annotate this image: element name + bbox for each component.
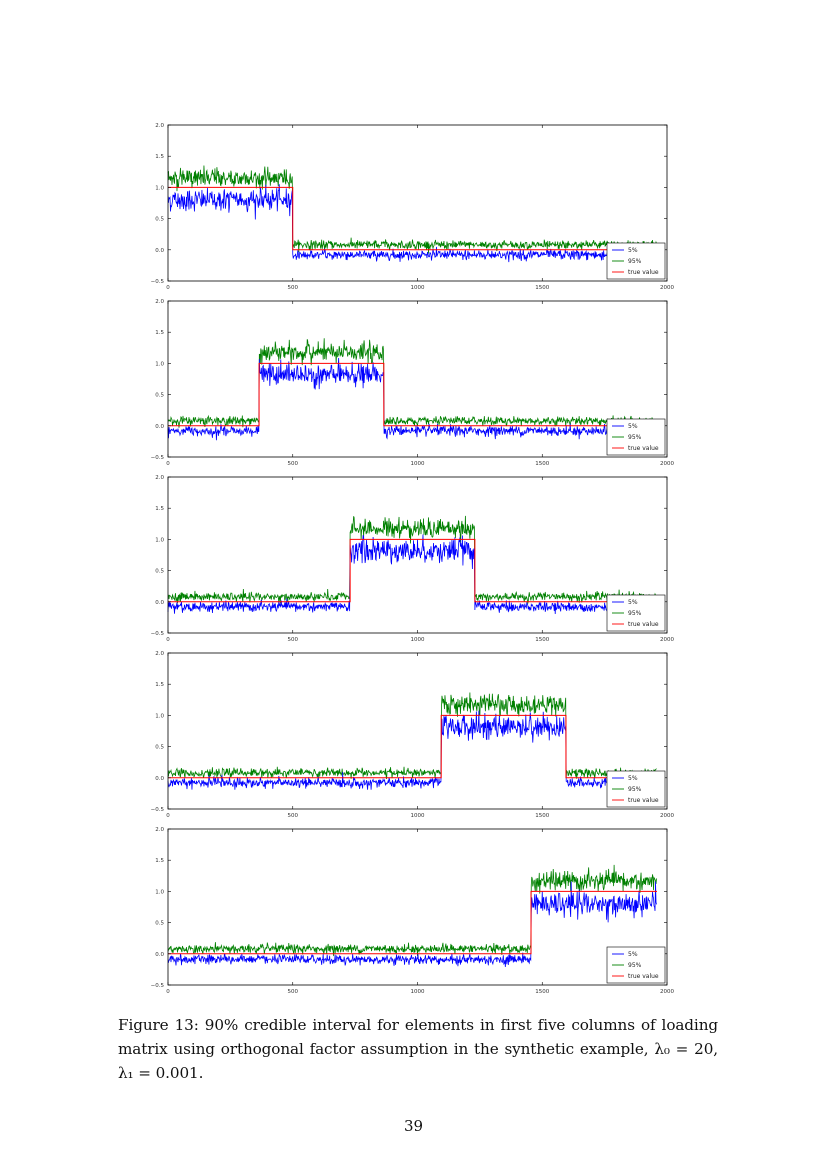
chart-panel-3: 0 500 1000 1500 2000 −0.5 0.0 0.5 1.0 1.5 2.0 5% 95%…: [151, 475, 675, 643]
y-tick-label: −0.5: [151, 807, 165, 813]
x-tick-label: 2000: [660, 637, 674, 643]
page-number: 39: [403, 1117, 424, 1135]
x-tick-label: 0: [166, 989, 170, 995]
series-95-line: [167, 515, 657, 604]
y-tick-label: 2.0: [155, 123, 164, 129]
x-tick-label: 500: [288, 637, 299, 643]
series-95-line: [167, 338, 657, 428]
series-5-line: [167, 710, 657, 790]
y-tick-label: 1.0: [155, 185, 164, 191]
y-tick-label: −0.5: [151, 983, 165, 989]
y-tick-label: 1.0: [155, 889, 164, 895]
legend-label: true value: [628, 973, 659, 980]
y-tick-label: 0.5: [155, 393, 164, 399]
x-tick-label: 1000: [411, 285, 425, 291]
y-tick-label: 2.0: [155, 827, 164, 833]
legend-label: 5%: [628, 599, 638, 606]
y-tick-label: −0.5: [151, 455, 165, 461]
figure-13: 0 500 1000 1500 2000 −0.5 0.0 0.5 1.0 1.5 2.0 5% 95%…: [151, 123, 675, 995]
x-tick-label: 2000: [660, 989, 674, 995]
true-value-line: [168, 538, 658, 603]
legend-label: true value: [628, 269, 659, 276]
legend-label: 95%: [628, 962, 642, 969]
x-tick-label: 1500: [535, 989, 549, 995]
chart-panel-2: 0 500 1000 1500 2000 −0.5 0.0 0.5 1.0 1.5 2.0 5% 95%…: [151, 299, 675, 467]
x-tick-label: 0: [166, 637, 170, 643]
series-5-line: [167, 534, 657, 614]
x-tick-label: 500: [288, 285, 299, 291]
x-tick-label: 1500: [535, 461, 549, 467]
series-5-line: [167, 184, 657, 263]
x-tick-label: 1500: [535, 813, 549, 819]
chart-panel-5: 0 500 1000 1500 2000 −0.5 0.0 0.5 1.0 1.5 2.0 5% 95%…: [151, 827, 675, 995]
x-tick-label: 2000: [660, 285, 674, 291]
y-tick-label: 1.5: [155, 682, 164, 688]
legend-label: true value: [628, 797, 659, 804]
y-tick-label: 0.0: [155, 424, 164, 430]
legend-label: 95%: [628, 786, 642, 793]
legend-label: 95%: [628, 258, 642, 265]
y-tick-label: 0.5: [155, 745, 164, 751]
y-tick-label: 1.5: [155, 330, 164, 336]
y-tick-label: −0.5: [151, 631, 165, 637]
y-tick-label: 0.0: [155, 952, 164, 958]
x-tick-label: 2000: [660, 461, 674, 467]
legend-label: 5%: [628, 247, 638, 254]
x-tick-label: 1000: [411, 637, 425, 643]
y-tick-label: 1.0: [155, 537, 164, 543]
true-value-line: [168, 714, 658, 779]
legend-label: 95%: [628, 610, 642, 617]
y-tick-label: 2.0: [155, 475, 164, 481]
legend: 5% 95% true value: [606, 770, 666, 808]
y-tick-label: 2.0: [155, 651, 164, 657]
legend-label: 5%: [628, 775, 638, 782]
x-tick-label: 1000: [411, 461, 425, 467]
y-tick-label: 2.0: [155, 299, 164, 305]
true-value-line: [168, 186, 658, 251]
y-tick-label: 0.5: [155, 217, 164, 223]
y-tick-label: 1.5: [155, 154, 164, 160]
legend: 5% 95% true value: [606, 242, 666, 280]
y-tick-label: −0.5: [151, 279, 165, 285]
y-tick-label: 1.5: [155, 506, 164, 512]
y-tick-label: 1.5: [155, 858, 164, 864]
axes-frame: [167, 124, 668, 282]
legend-label: true value: [628, 445, 659, 452]
chart-panel-4: 0 500 1000 1500 2000 −0.5 0.0 0.5 1.0 1.5 2.0 5% 95%…: [151, 651, 675, 819]
true-value-line: [168, 890, 658, 955]
chart-panel-1: 0 500 1000 1500 2000 −0.5 0.0 0.5 1.0 1.5 2.0 5% 95%…: [151, 123, 675, 291]
x-tick-label: 0: [166, 285, 170, 291]
x-tick-label: 500: [288, 813, 299, 819]
y-tick-label: 0.0: [155, 776, 164, 782]
legend: 5% 95% true value: [606, 418, 666, 456]
legend: 5% 95% true value: [606, 946, 666, 984]
y-tick-label: 0.0: [155, 248, 164, 254]
series-5-line: [167, 357, 657, 441]
x-tick-label: 500: [288, 989, 299, 995]
x-tick-label: 0: [166, 813, 170, 819]
series-95-line: [167, 692, 657, 780]
legend-label: 5%: [628, 951, 638, 958]
y-tick-label: 1.0: [155, 361, 164, 367]
y-tick-label: 1.0: [155, 713, 164, 719]
x-tick-label: 1000: [411, 989, 425, 995]
y-tick-label: 0.5: [155, 921, 164, 927]
x-tick-label: 2000: [660, 813, 674, 819]
legend-label: 95%: [628, 434, 642, 441]
x-tick-label: 1000: [411, 813, 425, 819]
series-5-line: [167, 881, 657, 967]
legend: 5% 95% true value: [606, 594, 666, 632]
figure-caption: Figure 13: 90% credible interval for ele…: [118, 1016, 718, 1082]
true-value-line: [168, 362, 658, 427]
x-tick-label: 0: [166, 461, 170, 467]
series-95-line: [167, 165, 657, 254]
series-95-line: [167, 864, 657, 957]
legend-label: 5%: [628, 423, 638, 430]
x-tick-label: 1500: [535, 637, 549, 643]
x-tick-label: 1500: [535, 285, 549, 291]
y-tick-label: 0.5: [155, 569, 164, 575]
y-tick-label: 0.0: [155, 600, 164, 606]
legend-label: true value: [628, 621, 659, 628]
x-tick-label: 500: [288, 461, 299, 467]
